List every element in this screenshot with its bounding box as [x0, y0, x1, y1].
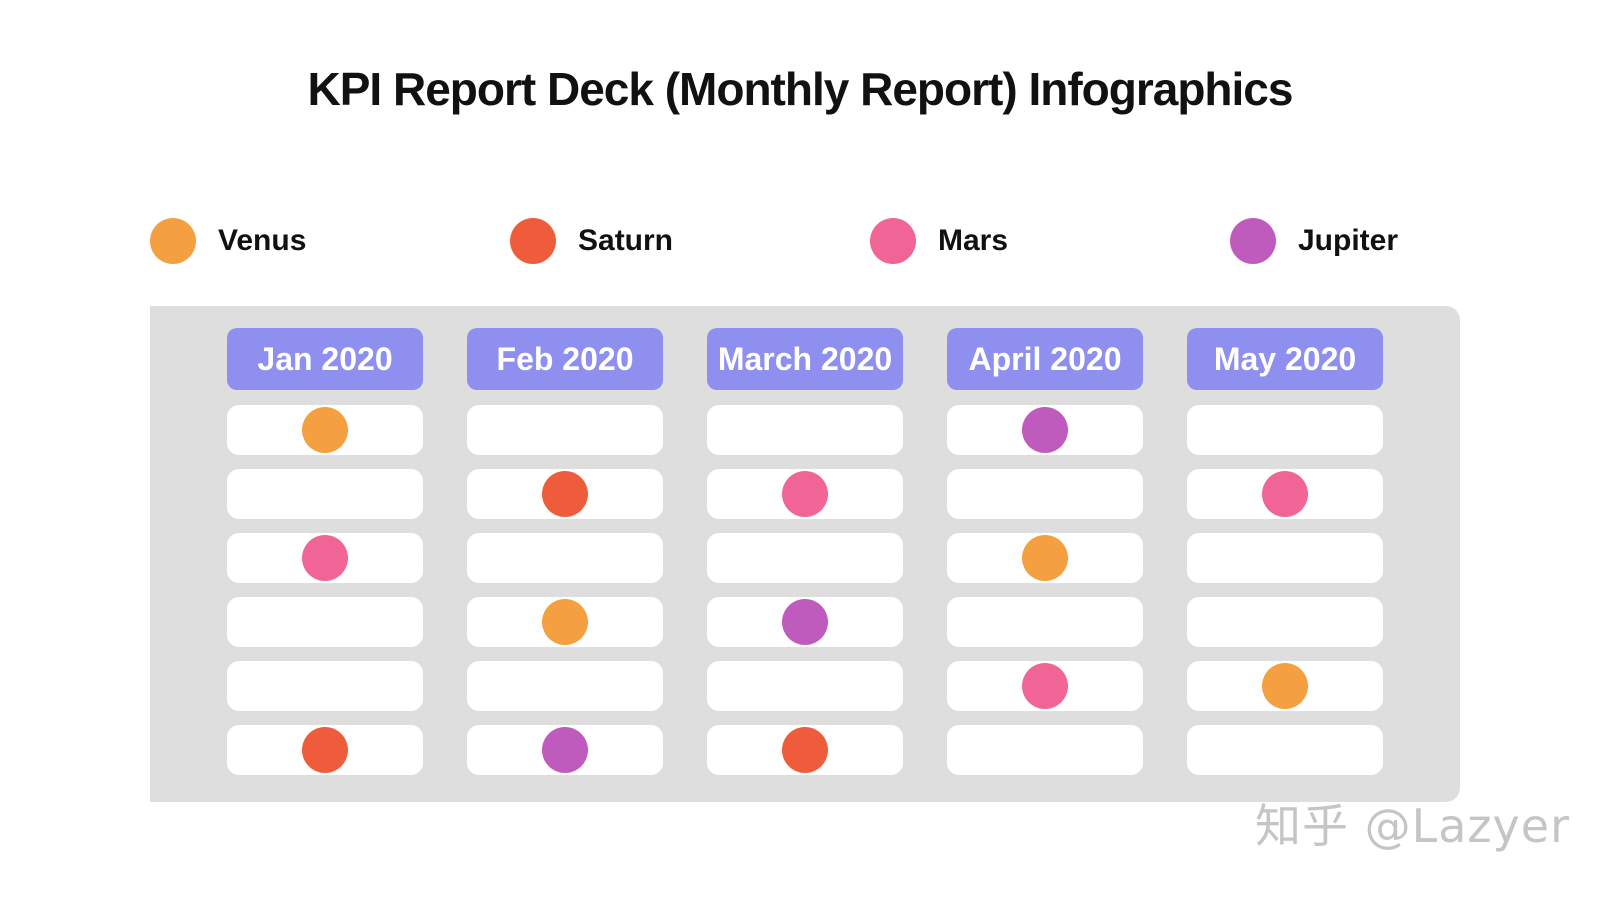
grid-cell: [707, 533, 903, 583]
legend-label: Jupiter: [1298, 224, 1399, 257]
grid-cell: [227, 469, 423, 519]
grid-cell: [467, 661, 663, 711]
month-column-march: March 2020: [707, 328, 903, 789]
saturn-dot-icon: [542, 471, 588, 517]
legend-item-saturn: Saturn: [510, 217, 673, 265]
jupiter-dot-icon: [1230, 218, 1276, 264]
grid-cell: [707, 597, 903, 647]
legend-label: Mars: [938, 224, 1009, 257]
venus-dot-icon: [302, 407, 348, 453]
month-header: Jan 2020: [227, 328, 423, 390]
grid-cell: [1187, 469, 1383, 519]
month-column-feb: Feb 2020: [467, 328, 663, 789]
month-column-jan: Jan 2020: [227, 328, 423, 789]
legend-label: Saturn: [578, 224, 674, 257]
grid-cell: [707, 405, 903, 455]
venus-dot-icon: [1262, 663, 1308, 709]
month-header: Feb 2020: [467, 328, 663, 390]
grid-cell: [1187, 597, 1383, 647]
saturn-dot-icon: [510, 218, 556, 264]
legend-label: Venus: [218, 224, 307, 257]
mars-dot-icon: [1262, 471, 1308, 517]
venus-dot-icon: [150, 218, 196, 264]
month-column-april: April 2020: [947, 328, 1143, 789]
month-header: May 2020: [1187, 328, 1383, 390]
legend-item-mars: Mars: [870, 217, 1008, 265]
grid-cell: [467, 533, 663, 583]
grid-cell: [947, 469, 1143, 519]
grid-cell: [467, 597, 663, 647]
mars-dot-icon: [1022, 663, 1068, 709]
mars-dot-icon: [782, 471, 828, 517]
grid-cell: [227, 405, 423, 455]
grid-cell: [707, 725, 903, 775]
grid-cell: [227, 533, 423, 583]
grid-cell: [227, 725, 423, 775]
grid-cell: [707, 661, 903, 711]
grid-cell: [1187, 405, 1383, 455]
grid-cell: [467, 725, 663, 775]
grid-cell: [947, 661, 1143, 711]
legend-item-jupiter: Jupiter: [1230, 217, 1398, 265]
grid-cell: [947, 725, 1143, 775]
grid-cell: [467, 469, 663, 519]
mars-dot-icon: [870, 218, 916, 264]
legend: Venus Saturn Mars Jupiter: [0, 217, 1600, 265]
jupiter-dot-icon: [782, 599, 828, 645]
legend-item-venus: Venus: [150, 217, 306, 265]
grid-cell: [947, 597, 1143, 647]
grid-cell: [227, 597, 423, 647]
grid-cell: [1187, 533, 1383, 583]
grid-cell: [467, 405, 663, 455]
grid-cell: [947, 533, 1143, 583]
watermark: 知乎 @Lazyer: [1254, 799, 1570, 853]
jupiter-dot-icon: [1022, 407, 1068, 453]
saturn-dot-icon: [782, 727, 828, 773]
jupiter-dot-icon: [542, 727, 588, 773]
grid-cell: [1187, 661, 1383, 711]
saturn-dot-icon: [302, 727, 348, 773]
grid-cell: [707, 469, 903, 519]
venus-dot-icon: [542, 599, 588, 645]
page-title: KPI Report Deck (Monthly Report) Infogra…: [307, 63, 1294, 115]
month-header: April 2020: [947, 328, 1143, 390]
mars-dot-icon: [302, 535, 348, 581]
grid-cell: [227, 661, 423, 711]
venus-dot-icon: [1022, 535, 1068, 581]
month-column-may: May 2020: [1187, 328, 1383, 789]
month-header: March 2020: [707, 328, 903, 390]
grid-cell: [947, 405, 1143, 455]
grid-cell: [1187, 725, 1383, 775]
